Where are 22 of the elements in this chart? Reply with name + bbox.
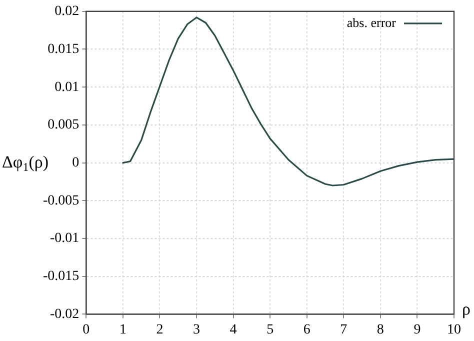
x-tick-label: 1	[119, 322, 126, 338]
y-tick-label: -0.02	[50, 306, 80, 322]
x-tick-label: 2	[156, 322, 164, 338]
x-tick-label: 4	[230, 322, 237, 338]
y-tick-label: 0.01	[54, 80, 80, 95]
x-tick-label: 3	[193, 322, 200, 338]
y-tick-label: 0.005	[48, 118, 80, 133]
x-tick-label: 5	[266, 322, 274, 338]
y-tick-label: -0.015	[42, 269, 80, 284]
x-tick-label: 8	[376, 322, 384, 338]
y-tick-label: -0.005	[42, 193, 80, 208]
x-axis-title: ρ	[462, 300, 470, 319]
y-tick-label: -0.01	[50, 231, 80, 246]
y-tick-label: 0.015	[48, 42, 80, 57]
y-tick-label: 0	[72, 155, 80, 170]
y-tick-label: 0.02	[54, 4, 80, 20]
x-tick-label: 6	[303, 322, 310, 338]
x-tick-label: 0	[82, 322, 90, 338]
x-tick-label: 10	[447, 322, 461, 338]
x-tick-label: 9	[414, 322, 421, 338]
legend-label: abs. error	[346, 14, 397, 30]
x-tick-label: 7	[340, 322, 348, 338]
